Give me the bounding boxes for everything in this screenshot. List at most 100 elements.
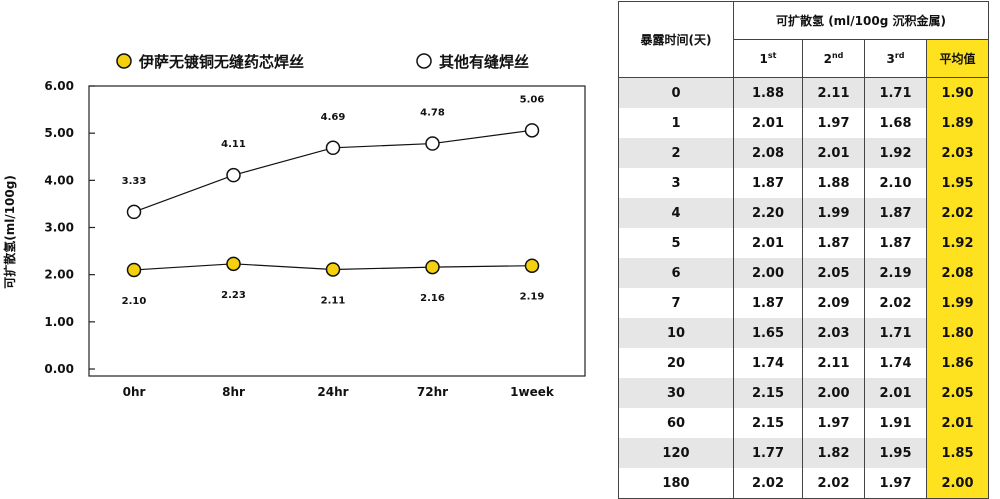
- table-row: 3 1.87 1.88 2.10 1.95: [618, 168, 989, 198]
- cell-exposure-days: 60: [618, 408, 734, 438]
- cell-trial-1: 2.01: [733, 108, 803, 138]
- data-label: 2.16: [420, 293, 445, 304]
- cell-trial-2: 1.82: [802, 438, 865, 468]
- cell-trial-2: 1.99: [802, 198, 865, 228]
- cell-trial-1: 1.77: [733, 438, 803, 468]
- hydrogen-data-table: 暴露时间(天) 可扩散氢 (ml/100g 沉积金属) 1st 2nd 3rd …: [618, 1, 989, 499]
- cell-average: 2.08: [926, 258, 989, 288]
- cell-trial-2: 2.11: [802, 348, 865, 378]
- data-point: [126, 204, 142, 220]
- cell-trial-3: 1.87: [864, 228, 927, 258]
- cell-exposure-days: 10: [618, 318, 734, 348]
- series-1: 3.33 4.11 4.69 4.78 5.06: [122, 94, 544, 220]
- cell-trial-3: 1.97: [864, 468, 927, 499]
- header-diffusible-hydrogen: 可扩散氢 (ml/100g 沉积金属): [733, 1, 989, 40]
- cell-trial-3: 1.71: [864, 318, 927, 348]
- x-tick-label: 1week: [510, 385, 555, 399]
- cell-trial-2: 1.97: [802, 108, 865, 138]
- data-label: 4.11: [221, 139, 246, 150]
- y-tick-label: 1.00: [44, 315, 74, 329]
- cell-exposure-days: 20: [618, 348, 734, 378]
- header-trial-1: 1st: [733, 39, 803, 78]
- y-tick-label: 3.00: [44, 221, 74, 235]
- y-axis-ticks: 0.00 1.00 2.00 3.00 4.00 5.00 6.00: [44, 79, 95, 376]
- table-row: 6 2.00 2.05 2.19 2.08: [618, 258, 989, 288]
- cell-average: 2.05: [926, 378, 989, 408]
- cell-average: 1.99: [926, 288, 989, 318]
- cell-exposure-days: 1: [618, 108, 734, 138]
- cell-trial-1: 2.00: [733, 258, 803, 288]
- y-tick-label: 6.00: [44, 79, 74, 93]
- y-tick-label: 5.00: [44, 126, 74, 140]
- cell-average: 2.03: [926, 138, 989, 168]
- y-axis-label: 可扩散氢(ml/100g): [2, 175, 17, 289]
- x-tick-label: 0hr: [123, 385, 146, 399]
- cell-exposure-days: 120: [618, 438, 734, 468]
- cell-trial-2: 2.05: [802, 258, 865, 288]
- cell-trial-1: 1.87: [733, 288, 803, 318]
- legend-marker-eisa: [116, 53, 132, 69]
- cell-trial-3: 1.91: [864, 408, 927, 438]
- cell-trial-2: 1.97: [802, 408, 865, 438]
- data-point: [425, 136, 440, 151]
- cell-trial-1: 2.15: [733, 378, 803, 408]
- y-tick-label: 0.00: [44, 362, 74, 376]
- cell-exposure-days: 6: [618, 258, 734, 288]
- cell-trial-1: 2.02: [733, 468, 803, 499]
- hydrogen-line-chart: 伊萨无镀铜无缝药芯焊丝 其他有缝焊丝 0.00 1.00 2.00 3.00 4.00 5…: [2, 53, 586, 399]
- cell-trial-1: 2.01: [733, 228, 803, 258]
- data-label: 2.10: [122, 296, 147, 307]
- cell-trial-3: 2.02: [864, 288, 927, 318]
- table-row: 5 2.01 1.87 1.87 1.92: [618, 228, 989, 258]
- cell-average: 1.86: [926, 348, 989, 378]
- data-point: [524, 123, 540, 138]
- table-row: 7 1.87 2.09 2.02 1.99: [618, 288, 989, 318]
- cell-trial-2: 2.01: [802, 138, 865, 168]
- data-label: 3.33: [122, 176, 147, 187]
- x-axis-ticks: 0hr 8hr 24hr 72hr 1week: [123, 385, 555, 399]
- cell-exposure-days: 0: [618, 77, 734, 108]
- series-0: 2.10 2.23 2.11 2.16 2.19: [122, 256, 545, 307]
- cell-trial-1: 1.65: [733, 318, 803, 348]
- cell-trial-1: 2.15: [733, 408, 803, 438]
- cell-trial-3: 2.19: [864, 258, 927, 288]
- data-label: 4.69: [321, 112, 346, 123]
- data-point: [226, 167, 241, 183]
- cell-average: 1.80: [926, 318, 989, 348]
- cell-trial-2: 1.88: [802, 168, 865, 198]
- cell-trial-1: 1.88: [733, 77, 803, 108]
- data-label: 2.23: [221, 290, 246, 301]
- cell-exposure-days: 3: [618, 168, 734, 198]
- cell-trial-1: 1.74: [733, 348, 803, 378]
- cell-exposure-days: 7: [618, 288, 734, 318]
- y-tick-label: 2.00: [44, 268, 74, 282]
- cell-trial-2: 2.03: [802, 318, 865, 348]
- cell-exposure-days: 4: [618, 198, 734, 228]
- cell-exposure-days: 30: [618, 378, 734, 408]
- cell-trial-2: 2.02: [802, 468, 865, 499]
- cell-trial-2: 2.09: [802, 288, 865, 318]
- x-tick-label: 24hr: [317, 385, 348, 399]
- cell-trial-1: 1.87: [733, 168, 803, 198]
- data-label: 4.78: [420, 108, 445, 119]
- table-row: 20 1.74 2.11 1.74 1.86: [618, 348, 989, 378]
- table-row: 60 2.15 1.97 1.91 2.01: [618, 408, 989, 438]
- legend-label-other: 其他有缝焊丝: [439, 53, 529, 71]
- cell-trial-3: 1.95: [864, 438, 927, 468]
- cell-trial-3: 1.92: [864, 138, 927, 168]
- cell-average: 2.01: [926, 408, 989, 438]
- data-point: [524, 258, 540, 273]
- header-trial-2: 2nd: [802, 39, 865, 78]
- cell-trial-3: 2.10: [864, 168, 927, 198]
- data-label: 2.19: [520, 292, 545, 303]
- data-point: [126, 262, 142, 278]
- legend: 伊萨无镀铜无缝药芯焊丝 其他有缝焊丝: [116, 53, 529, 71]
- cell-average: 1.85: [926, 438, 989, 468]
- y-tick-label: 4.00: [44, 173, 74, 187]
- cell-average: 1.92: [926, 228, 989, 258]
- x-tick-label: 8hr: [222, 385, 245, 399]
- cell-exposure-days: 180: [618, 468, 734, 499]
- cell-trial-3: 1.68: [864, 108, 927, 138]
- cell-trial-3: 1.71: [864, 77, 927, 108]
- legend-marker-other: [416, 53, 432, 69]
